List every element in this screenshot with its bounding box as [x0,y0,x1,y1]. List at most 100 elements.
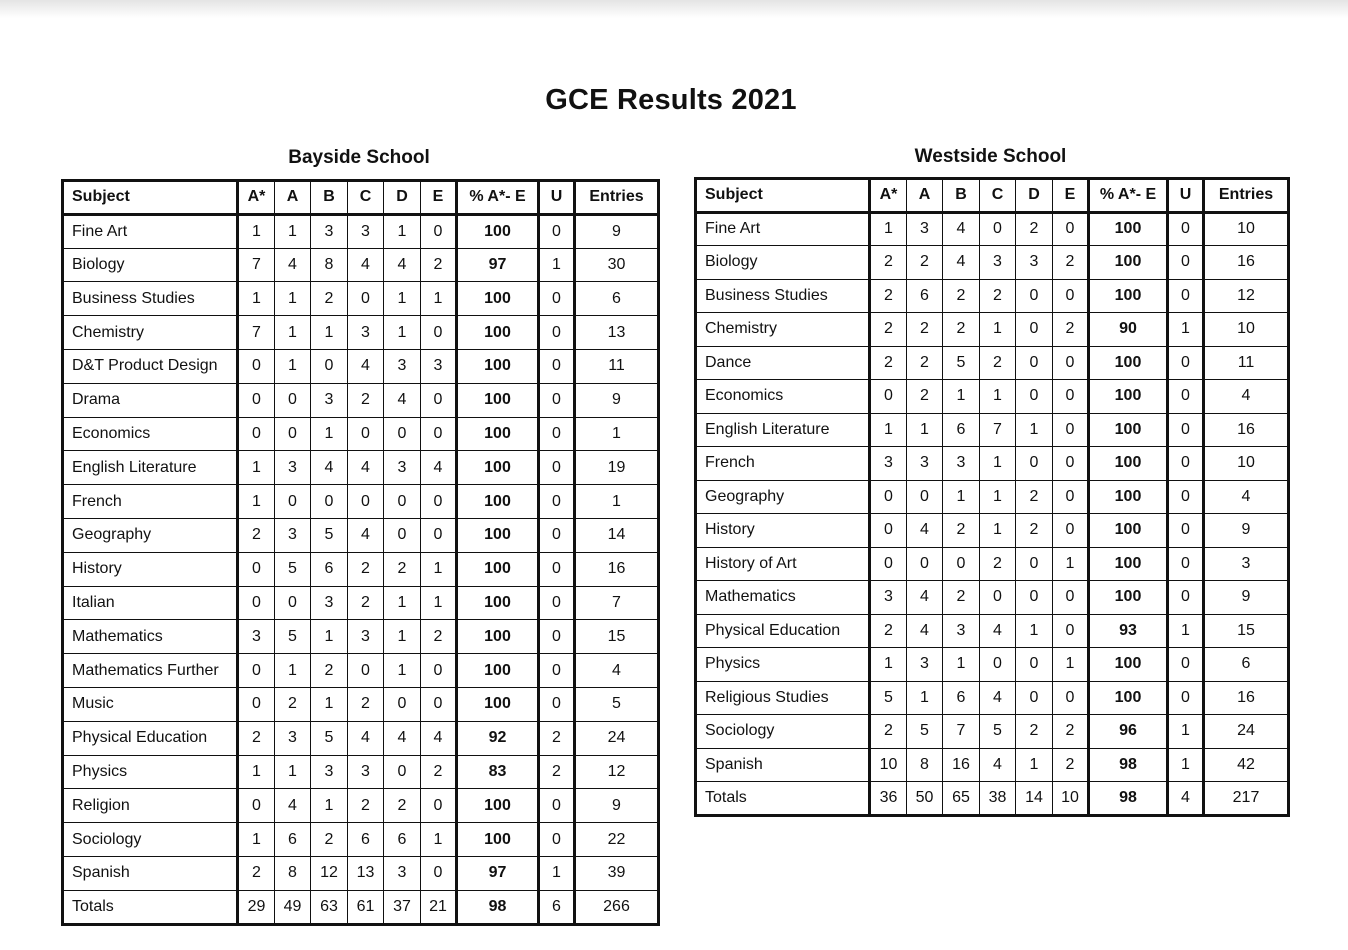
entries-cell: 11 [1202,345,1289,380]
grade-cell: 0 [420,213,457,249]
subject-header: Subject [62,180,238,216]
entries-cell: 9 [573,788,659,824]
grade-cell: 0 [1052,613,1089,648]
grade-cell: 2 [868,278,907,313]
grade-cell: 2 [310,653,348,688]
grade-cell: 0 [1052,211,1089,246]
grade-cell: 1 [310,416,348,452]
subject-cell: History [695,513,870,548]
grade-cell: 2 [1015,513,1053,548]
entries-cell: 9 [573,213,659,249]
grade-cell: 37 [383,889,421,925]
grade-cell: 2 [383,551,421,587]
subject-cell: Fine Art [62,213,238,249]
pct-cell: 100 [1087,446,1168,481]
grade-cell: 3 [347,754,384,790]
grade-cell: 4 [979,680,1016,715]
pct-cell: 97 [455,247,539,283]
grade-cell: 3 [274,450,311,486]
grade-cell: 1 [383,213,421,249]
u-cell: 6 [537,889,575,925]
subject-row: English Literature 1 3 4 4 3 4 100 0 19 [62,450,659,486]
subject-row: French 3 3 3 1 0 0 100 0 10 [695,446,1289,481]
subject-row: Sociology 2 5 7 5 2 2 96 1 24 [695,714,1289,749]
pct-cell: 100 [455,450,539,486]
subject-row: Physical Education 2 4 3 4 1 0 93 1 15 [695,613,1289,648]
grade-cell: 14 [1015,781,1053,816]
subject-row: Business Studies 2 6 2 2 0 0 100 0 12 [695,278,1289,313]
u-cell: 0 [537,822,575,857]
grade-cell: 0 [1052,580,1089,615]
grade-cell: 3 [383,855,421,891]
grade-cell: 0 [420,653,457,688]
grade-header: A* [868,178,907,214]
subject-row: Music 0 2 1 2 0 0 100 0 5 [62,686,659,722]
top-shadow-band [0,0,1348,18]
grade-cell: 0 [383,416,421,452]
grade-cell: 1 [906,412,943,447]
subject-cell: Business Studies [695,278,870,313]
subject-cell: Spanish [695,747,870,782]
grade-cell: 0 [868,546,907,581]
grade-cell: 0 [274,484,311,519]
subject-row: Spanish 10 8 16 4 1 2 98 1 42 [695,747,1289,782]
u-cell: 0 [1166,479,1204,514]
grade-cell: 2 [420,247,457,283]
grade-cell: 5 [906,714,943,749]
grade-cell: 50 [906,781,943,816]
grade-cell: 3 [310,382,348,418]
grade-cell: 0 [1015,647,1053,682]
subject-row: French 1 0 0 0 0 0 100 0 1 [62,484,659,519]
grade-cell: 1 [1015,613,1053,648]
entries-cell: 19 [573,450,659,486]
grade-cell: 1 [236,450,275,486]
grade-cell: 1 [274,348,311,384]
subject-cell: Totals [62,889,238,925]
grade-cell: 1 [979,479,1016,514]
grade-cell: 1 [868,211,907,246]
pct-cell: 100 [455,585,539,621]
subject-cell: Sociology [695,714,870,749]
u-cell: 0 [1166,446,1204,481]
pct-cell: 100 [455,281,539,317]
totals-row: Totals 29 49 63 61 37 21 98 6 266 [62,889,659,925]
grade-cell: 2 [868,245,907,280]
bayside-results-table: Subject A* A B C D E% A*- E U Entries Fine Art 1 1… [61,179,660,926]
grade-cell: 0 [1052,446,1089,481]
grade-cell: 0 [868,479,907,514]
grade-cell: 2 [347,686,384,722]
entries-cell: 10 [1202,446,1289,481]
grade-cell: 38 [979,781,1016,816]
grade-cell: 1 [383,585,421,621]
entries-cell: 24 [573,720,659,756]
u-cell: 0 [1166,278,1204,313]
u-cell: 0 [537,450,575,486]
pct-cell: 97 [455,855,539,891]
u-cell: 2 [537,720,575,756]
grade-cell: 2 [1052,714,1089,749]
page-title: GCE Results 2021 [545,84,797,116]
subject-row: D&T Product Design 0 1 0 4 3 3 100 0 11 [62,348,659,384]
grade-cell: 3 [906,647,943,682]
grade-cell: 2 [942,580,980,615]
entries-cell: 12 [573,754,659,790]
entries-cell: 16 [1202,412,1289,447]
pct-cell: 96 [1087,714,1168,749]
grade-cell: 0 [236,653,275,688]
grade-cell: 0 [310,348,348,384]
subject-row: Italian 0 0 3 2 1 1 100 0 7 [62,585,659,621]
grade-cell: 0 [274,382,311,418]
pct-cell: 98 [1087,747,1168,782]
pct-cell: 98 [455,889,539,925]
entries-cell: 30 [573,247,659,283]
subject-cell: Drama [62,382,238,418]
subject-row: Mathematics 3 5 1 3 1 2 100 0 15 [62,619,659,655]
grade-cell: 2 [1015,479,1053,514]
grade-cell: 0 [420,788,457,824]
grade-cell: 0 [979,211,1016,246]
entries-cell: 6 [1202,647,1289,682]
grade-cell: 2 [868,613,907,648]
grade-cell: 4 [347,720,384,756]
subject-cell: D&T Product Design [62,348,238,384]
pct-cell: 100 [455,822,539,857]
